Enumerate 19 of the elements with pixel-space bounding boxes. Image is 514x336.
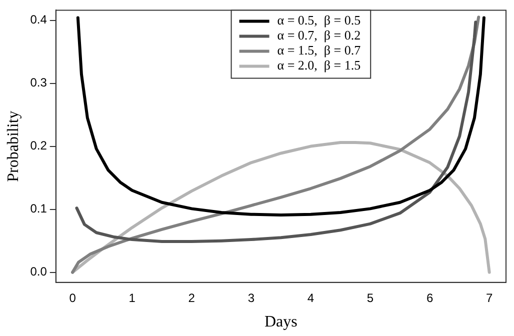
legend-label: α = 0.7, β = 0.2 bbox=[277, 28, 361, 43]
y-axis-title: Probability bbox=[4, 110, 22, 182]
x-tick-label: 2 bbox=[188, 290, 196, 305]
legend-label: α = 2.0, β = 1.5 bbox=[277, 58, 361, 73]
x-tick-label: 3 bbox=[248, 290, 255, 305]
x-tick-label: 5 bbox=[366, 290, 374, 305]
x-tick-label: 7 bbox=[486, 290, 493, 305]
x-tick-label: 1 bbox=[128, 290, 136, 305]
legend-label: α = 1.5, β = 0.7 bbox=[277, 42, 362, 58]
legend-label: α = 0.5, β = 0.5 bbox=[277, 12, 361, 28]
y-tick-label: 0.0 bbox=[30, 264, 48, 279]
x-tick-label: 4 bbox=[307, 290, 314, 305]
x-axis-title: Days bbox=[264, 314, 298, 331]
y-tick-label: 0.2 bbox=[30, 138, 48, 153]
x-tick-label: 6 bbox=[426, 290, 434, 305]
x-tick-label: 0 bbox=[69, 290, 76, 305]
y-tick-label: 0.3 bbox=[30, 76, 48, 90]
y-tick-label: 0.4 bbox=[30, 12, 48, 27]
y-tick-label: 0.1 bbox=[30, 202, 48, 216]
